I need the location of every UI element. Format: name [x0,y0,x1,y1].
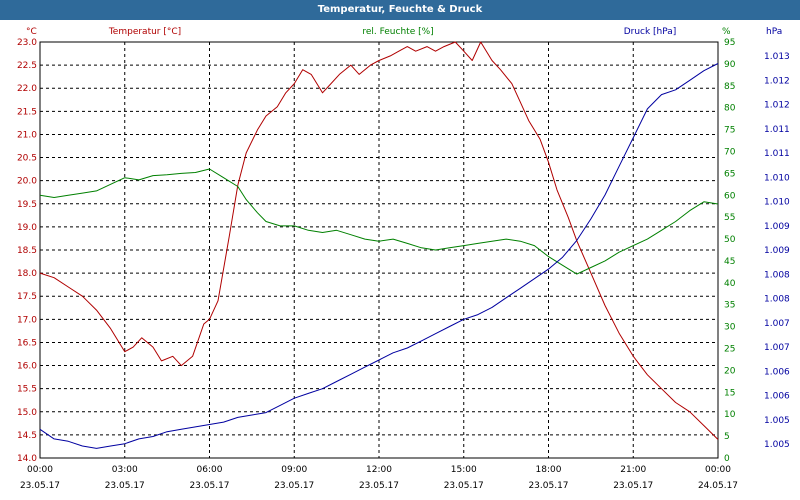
humidity-tick-label: 80 [724,104,736,114]
temperature-tick-label: 15.0 [17,408,37,418]
pressure-tick-label: 1.011 [764,125,790,135]
humidity-tick-label: 10 [724,410,736,420]
grid-lines [40,41,718,458]
x-tick-date: 23.05.17 [528,481,568,491]
humidity-tick-label: 45 [724,257,735,267]
humidity-tick-label: 35 [724,301,735,311]
temperature-tick-label: 16.5 [17,338,37,348]
x-tick-time: 03:00 [112,465,138,475]
temperature-tick-label: 14.0 [17,454,37,464]
x-tick-time: 18:00 [536,465,562,475]
x-tick-time: 00:00 [705,465,731,475]
humidity-tick-label: 15 [724,388,735,398]
humidity-unit-label: % [722,27,731,37]
humidity-tick-label: 40 [724,279,736,289]
x-tick-time: 00:00 [27,465,53,475]
temperature-tick-label: 17.5 [17,292,37,302]
pressure-tick-label: 1.009 [764,222,790,232]
temperature-tick-label: 23.0 [17,38,37,48]
temperature-tick-label: 20.0 [17,177,37,187]
temperature-tick-label: 19.0 [17,223,37,233]
pressure-tick-label: 1.010 [764,173,790,183]
temperature-axis-label: Temperatur [°C] [108,27,181,37]
temperature-tick-label: 19.5 [17,200,37,210]
temperature-tick-label: 22.0 [17,84,37,94]
pressure-tick-label: 1.007 [764,343,790,353]
temperature-tick-label: 22.5 [17,61,37,71]
pressure-tick-label: 1.006 [764,367,790,377]
temperature-tick-label: 17.0 [17,315,37,325]
temperature-tick-label: 21.5 [17,107,37,117]
x-tick-date: 23.05.17 [274,481,314,491]
humidity-tick-label: 55 [724,213,735,223]
temperature-tick-label: 18.5 [17,246,37,256]
pressure-tick-label: 1.010 [764,198,790,208]
temperature-tick-label: 15.5 [17,385,37,395]
series-line-temperature [39,41,719,440]
humidity-tick-label: 20 [724,366,736,376]
axis-labels: °C Temperatur [°C] rel. Feuchte [%] % Dr… [26,27,782,37]
humidity-tick-label: 70 [724,147,736,157]
x-tick-time: 21:00 [620,465,646,475]
x-tick-date: 23.05.17 [105,481,145,491]
humidity-tick-label: 25 [724,345,735,355]
pressure-tick-label: 1.005 [764,416,790,426]
humidity-tick-label: 0 [724,454,730,464]
x-tick-time: 06:00 [197,465,223,475]
pressure-tick-label: 1.012 [764,76,790,86]
humidity-axis-label: rel. Feuchte [%] [362,27,433,37]
chart-title: Temperatur, Feuchte & Druck [0,0,800,20]
plot-frame [39,41,719,459]
tick-labels: 00:00 23.05.17 03:00 23.05.17 06:00 23.05.17 0… [17,38,790,491]
series-lines [39,41,719,449]
humidity-tick-label: 90 [724,60,736,70]
chart-area: 00:00 23.05.17 03:00 23.05.17 06:00 23.05.17 0… [17,27,790,491]
x-tick-time: 12:00 [366,465,392,475]
humidity-tick-label: 5 [724,432,730,442]
pressure-tick-label: 1.006 [764,392,790,402]
series-line-pressure [39,63,719,449]
humidity-tick-label: 75 [724,126,735,136]
pressure-tick-label: 1.011 [764,149,790,159]
pressure-tick-label: 1.005 [764,440,790,450]
x-tick-date: 23.05.17 [189,481,229,491]
x-tick-date: 23.05.17 [20,481,60,491]
temperature-tick-label: 20.5 [17,154,37,164]
pressure-tick-label: 1.013 [764,52,790,62]
pressure-tick-label: 1.012 [764,101,790,111]
humidity-tick-label: 60 [724,191,736,201]
temperature-tick-label: 21.0 [17,130,37,140]
humidity-tick-label: 95 [724,38,735,48]
humidity-tick-label: 65 [724,169,735,179]
humidity-tick-label: 50 [724,235,736,245]
x-tick-date: 24.05.17 [698,481,738,491]
x-tick-date: 23.05.17 [359,481,399,491]
temperature-tick-label: 14.5 [17,431,37,441]
humidity-tick-label: 85 [724,82,735,92]
pressure-axis-label: Druck [hPa] [624,27,677,37]
temperature-tick-label: 18.0 [17,269,37,279]
pressure-tick-label: 1.007 [764,319,790,329]
temperature-tick-label: 16.0 [17,362,37,372]
temperature-unit-label: °C [26,27,37,37]
pressure-tick-label: 1.009 [764,246,790,256]
x-tick-time: 15:00 [451,465,477,475]
series-line-humidity [39,168,719,275]
pressure-unit-label: hPa [766,27,782,37]
humidity-tick-label: 30 [724,323,736,333]
pressure-tick-label: 1.008 [764,270,790,280]
pressure-tick-label: 1.008 [764,295,790,305]
x-tick-time: 09:00 [281,465,307,475]
x-tick-date: 23.05.17 [613,481,653,491]
x-tick-date: 23.05.17 [444,481,484,491]
